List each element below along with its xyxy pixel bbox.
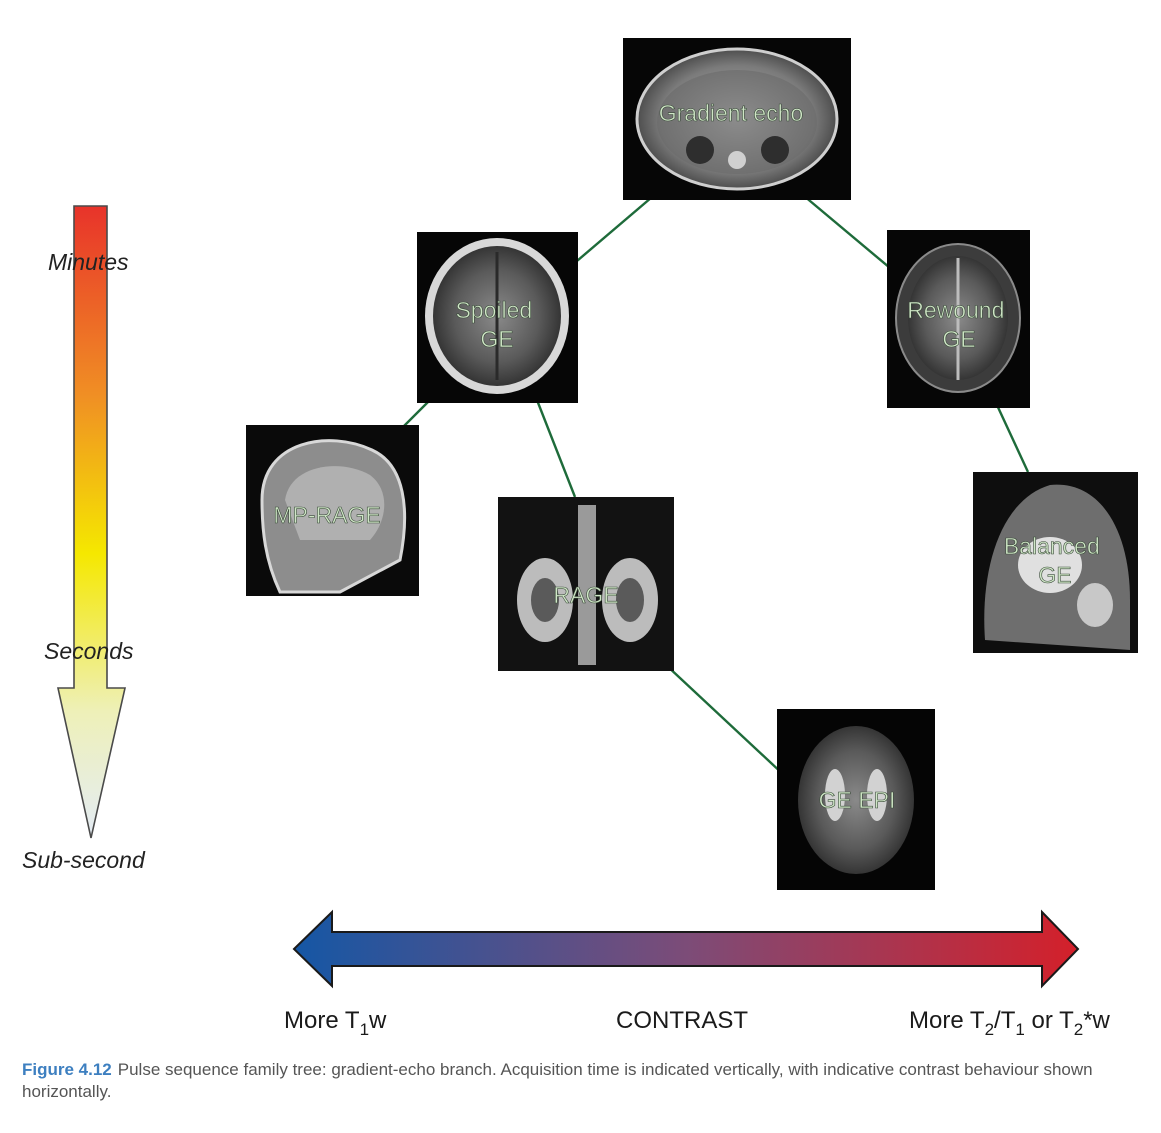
time-label-seconds: Seconds <box>44 638 134 664</box>
contrast-left-label: More T1w <box>284 1007 387 1039</box>
figure-caption: Figure 4.12 Pulse sequence family tree: g… <box>22 1059 1132 1103</box>
node-balanced-ge: Balanced GE <box>973 472 1138 653</box>
node-label-gradient-echo: Gradient echo <box>659 100 803 126</box>
figure-number: Figure 4.12 <box>22 1060 112 1079</box>
node-label-mp-rage: MP-RAGE <box>273 502 380 528</box>
node-mp-rage: MP-RAGE <box>246 425 419 596</box>
node-ge-epi: GE EPI <box>777 709 935 890</box>
time-axis: Minutes Seconds Sub-second <box>22 205 146 873</box>
contrast-center-label: CONTRAST <box>616 1007 748 1034</box>
time-arrow <box>57 205 127 839</box>
node-spoiled-ge: Spoiled GE <box>417 232 578 403</box>
node-label-rewound-ge: Rewound GE <box>907 297 1011 352</box>
caption-text: Pulse sequence family tree: gradient-ech… <box>22 1060 1093 1101</box>
time-label-subsecond: Sub-second <box>22 847 146 873</box>
contrast-arrow <box>292 909 1080 989</box>
contrast-axis: More T1w CONTRAST More T2/T1 or T2*w <box>284 909 1111 1039</box>
node-label-rage: RAGE <box>553 582 618 608</box>
node-rage: RAGE <box>498 497 674 671</box>
node-label-ge-epi: GE EPI <box>819 787 896 813</box>
edge-rage-to-ge-epi <box>649 649 801 791</box>
node-rewound-ge: Rewound GE <box>887 230 1030 408</box>
node-label-spoiled-ge: Spoiled GE <box>455 297 538 352</box>
node-gradient-echo: Gradient echo <box>623 38 851 200</box>
node-label-balanced-ge: Balanced GE <box>1004 533 1106 588</box>
contrast-right-label: More T2/T1 or T2*w <box>909 1007 1111 1039</box>
edge-spoiled-ge-to-rage <box>533 394 577 498</box>
time-label-minutes: Minutes <box>48 249 129 275</box>
